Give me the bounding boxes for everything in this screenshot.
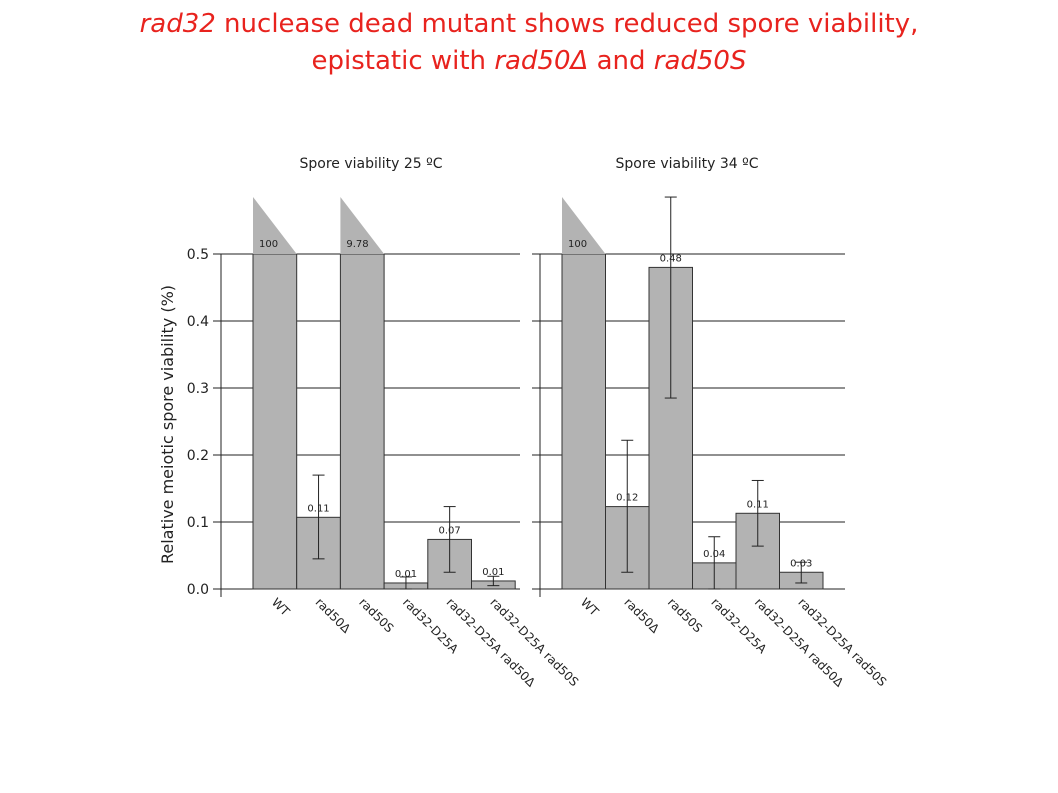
chart-1-off-scale-marker <box>253 197 297 254</box>
chart-1-title: Spore viability 25 ºC <box>299 156 442 172</box>
chart-1-off-scale-marker <box>340 197 385 254</box>
chart-1-data-label: 100 <box>259 239 278 250</box>
title-text-2: epistatic with <box>311 46 495 76</box>
chart-2-off-scale-marker <box>562 197 606 254</box>
chart-1-y-tick-label: 0.4 <box>187 314 209 330</box>
chart-1-bar <box>339 253 385 590</box>
chart-1-data-label: 0.01 <box>482 567 504 578</box>
title-gene: rad32 <box>139 9 216 39</box>
title-text-1: nuclease dead mutant shows reduced spore… <box>215 9 919 39</box>
chart-1-y-tick-label: 0.3 <box>187 381 209 397</box>
chart-1-data-label: 9.78 <box>346 239 368 250</box>
y-axis-label: Relative meiotic spore viability (%) <box>158 285 177 564</box>
title-gene-3: rad50S <box>653 46 747 76</box>
chart-1-y-tick-label: 0.0 <box>187 582 209 598</box>
chart-2-data-label: 100 <box>568 239 587 250</box>
chart-2-x-tick-label: WT <box>578 595 602 619</box>
chart-2-x-tick-label: rad50S <box>665 595 705 635</box>
chart-1-y-tick-label: 0.5 <box>187 247 209 263</box>
chart-2-title: Spore viability 34 ºC <box>615 156 758 172</box>
chart-1-y-tick-label: 0.2 <box>187 448 209 464</box>
slide-title: rad32 nuclease dead mutant shows reduced… <box>0 6 1058 80</box>
chart-1-y-tick-label: 0.1 <box>187 515 209 531</box>
chart-1-data-label: 0.01 <box>395 569 417 580</box>
chart-1-x-tick-label: WT <box>269 595 293 619</box>
title-gene-2: rad50Δ <box>494 46 589 76</box>
chart-1-bar <box>252 253 298 590</box>
chart-2-bar <box>561 253 606 590</box>
slide-title-line-1: rad32 nuclease dead mutant shows reduced… <box>0 6 1058 43</box>
chart-2-x-tick-label: rad50Δ <box>621 595 662 636</box>
title-text-3: and <box>588 46 654 76</box>
chart-1-x-tick-label: rad50S <box>356 595 396 635</box>
chart-1-x-tick-label: rad50Δ <box>313 595 354 636</box>
slide-title-line-2: epistatic with rad50Δ and rad50S <box>0 43 1058 80</box>
